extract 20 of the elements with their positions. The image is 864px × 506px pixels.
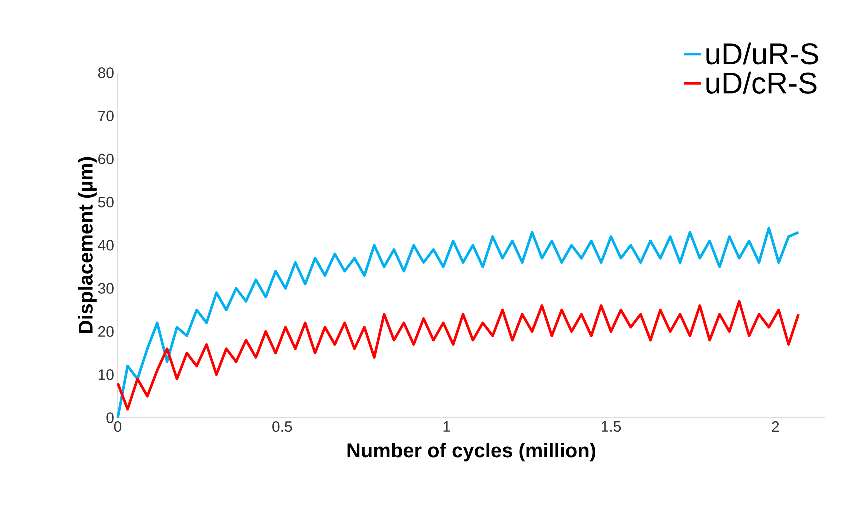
x-tick-label: 0 [114,422,122,432]
x-tick-label: 1 [444,422,450,432]
line-series [116,300,800,411]
y-tick-label: 10 [98,370,114,380]
legend-label: uD/cR-S [706,72,817,94]
legend-label: uD/uR-S [706,42,818,65]
y-axis-title: Displacement (µm) [78,157,97,334]
y-tick-label: 20 [98,326,114,338]
y-tick-label: 60 [98,154,114,165]
y-tick-label: 40 [98,240,114,251]
x-tick-label: 2 [772,422,780,432]
y-tick-label: 70 [98,110,114,122]
x-tick-label: 0.5 [272,422,292,432]
x-axis-title: Number of cycles (million) [348,443,596,462]
y-tick-label: 0 [106,412,114,424]
x-tick-label: 1.5 [602,422,622,432]
y-tick-label: 80 [98,68,114,78]
line-series [116,226,800,420]
y-tick-label: 50 [98,197,114,208]
y-tick-label: 30 [98,283,114,294]
